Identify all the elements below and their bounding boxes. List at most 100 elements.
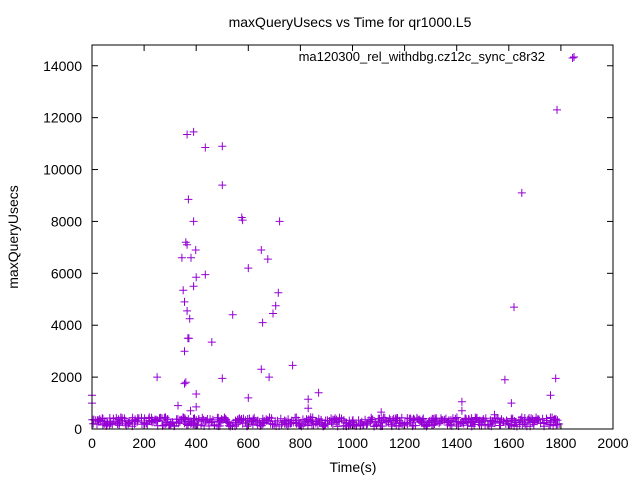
data-point <box>249 415 258 424</box>
data-point <box>201 270 210 279</box>
data-point <box>304 404 313 413</box>
data-point <box>477 421 486 430</box>
data-point <box>180 297 189 306</box>
data-point <box>357 417 366 426</box>
data-point <box>271 301 280 310</box>
data-point <box>276 414 285 423</box>
data-point <box>208 415 217 424</box>
data-point <box>189 217 198 226</box>
data-point <box>320 421 329 430</box>
data-point <box>179 413 188 422</box>
x-axis-label: Time(s) <box>330 459 377 475</box>
y-tick-label: 10000 <box>43 162 82 178</box>
data-point <box>542 414 551 423</box>
data-point <box>163 415 172 424</box>
data-point <box>183 306 192 315</box>
data-point <box>183 240 192 249</box>
data-point <box>314 388 323 397</box>
x-tick-label: 2000 <box>597 435 628 451</box>
data-point <box>490 410 499 419</box>
data-point <box>257 365 266 374</box>
data-point <box>481 414 490 423</box>
data-point <box>181 378 190 387</box>
data-point <box>218 181 227 190</box>
data-point <box>220 413 229 422</box>
data-point <box>504 419 513 428</box>
data-point <box>258 318 267 327</box>
data-point <box>328 420 337 429</box>
data-point <box>506 420 514 429</box>
data-point <box>303 421 312 430</box>
data-point <box>189 127 198 136</box>
data-point <box>274 288 283 297</box>
y-tick-label: 12000 <box>43 110 82 126</box>
x-tick-label: 1600 <box>493 435 524 451</box>
data-point <box>457 406 466 415</box>
data-point <box>174 401 182 410</box>
data-point <box>269 309 277 318</box>
data-point <box>288 361 297 370</box>
x-tick-label: 1400 <box>441 435 472 451</box>
data-point <box>273 416 282 425</box>
data-point <box>284 415 293 424</box>
data-point <box>275 217 284 226</box>
data-point <box>500 375 509 384</box>
data-point <box>568 54 577 62</box>
data-point <box>263 255 272 264</box>
data-point <box>191 246 200 254</box>
y-tick-label: 6000 <box>51 265 82 281</box>
data-point <box>192 402 201 411</box>
data-point <box>180 347 189 356</box>
data-point <box>366 417 375 426</box>
data-point <box>179 286 188 295</box>
data-point <box>186 406 195 415</box>
data-point <box>313 420 322 429</box>
data-point <box>184 334 193 343</box>
data-point <box>180 379 189 388</box>
data-point <box>418 415 427 424</box>
data-point <box>238 216 247 225</box>
y-tick-label: 2000 <box>51 369 82 385</box>
data-point <box>553 416 562 425</box>
data-point <box>344 421 353 430</box>
data-point <box>257 246 266 254</box>
data-point <box>185 314 194 323</box>
legend: ma120300_rel_withdbg.cz12c_sync_c8r32 <box>299 49 578 64</box>
y-tick-label: 14000 <box>43 58 82 74</box>
axis-ticks: 0 200 400 600 800 1000 1200 1400 1600 1800 2000 0 20… <box>43 45 629 451</box>
data-point <box>294 416 303 425</box>
y-tick-label: 4000 <box>51 317 82 333</box>
data-point <box>201 143 210 152</box>
x-tick-label: 1000 <box>337 435 368 451</box>
data-point <box>143 420 152 429</box>
data-point <box>192 390 201 398</box>
x-tick-label: 1800 <box>545 435 576 451</box>
data-point <box>244 393 253 402</box>
data-point <box>192 273 201 282</box>
data-point <box>183 130 192 139</box>
data-point <box>534 415 543 424</box>
data-point <box>553 105 561 114</box>
data-point <box>496 421 505 430</box>
plot-frame <box>91 44 614 430</box>
legend-label: ma120300_rel_withdbg.cz12c_sync_c8r32 <box>299 49 545 64</box>
data-point <box>190 414 199 423</box>
x-tick-label: 400 <box>185 435 209 451</box>
data-point <box>244 264 253 273</box>
y-tick-label: 0 <box>74 421 82 437</box>
y-axis-label: maxQueryUsecs <box>5 185 21 288</box>
data-point <box>184 195 193 204</box>
data-point <box>207 338 216 347</box>
data-point <box>194 415 203 423</box>
x-tick-label: 800 <box>289 435 313 451</box>
data-point <box>265 373 274 382</box>
data-point <box>152 415 161 424</box>
data-point <box>189 282 198 291</box>
data-point <box>446 420 455 429</box>
data-point <box>452 413 461 422</box>
data-point <box>266 419 275 428</box>
data-point <box>517 188 526 197</box>
y-tick-label: 8000 <box>51 213 82 229</box>
data-point <box>304 395 313 404</box>
